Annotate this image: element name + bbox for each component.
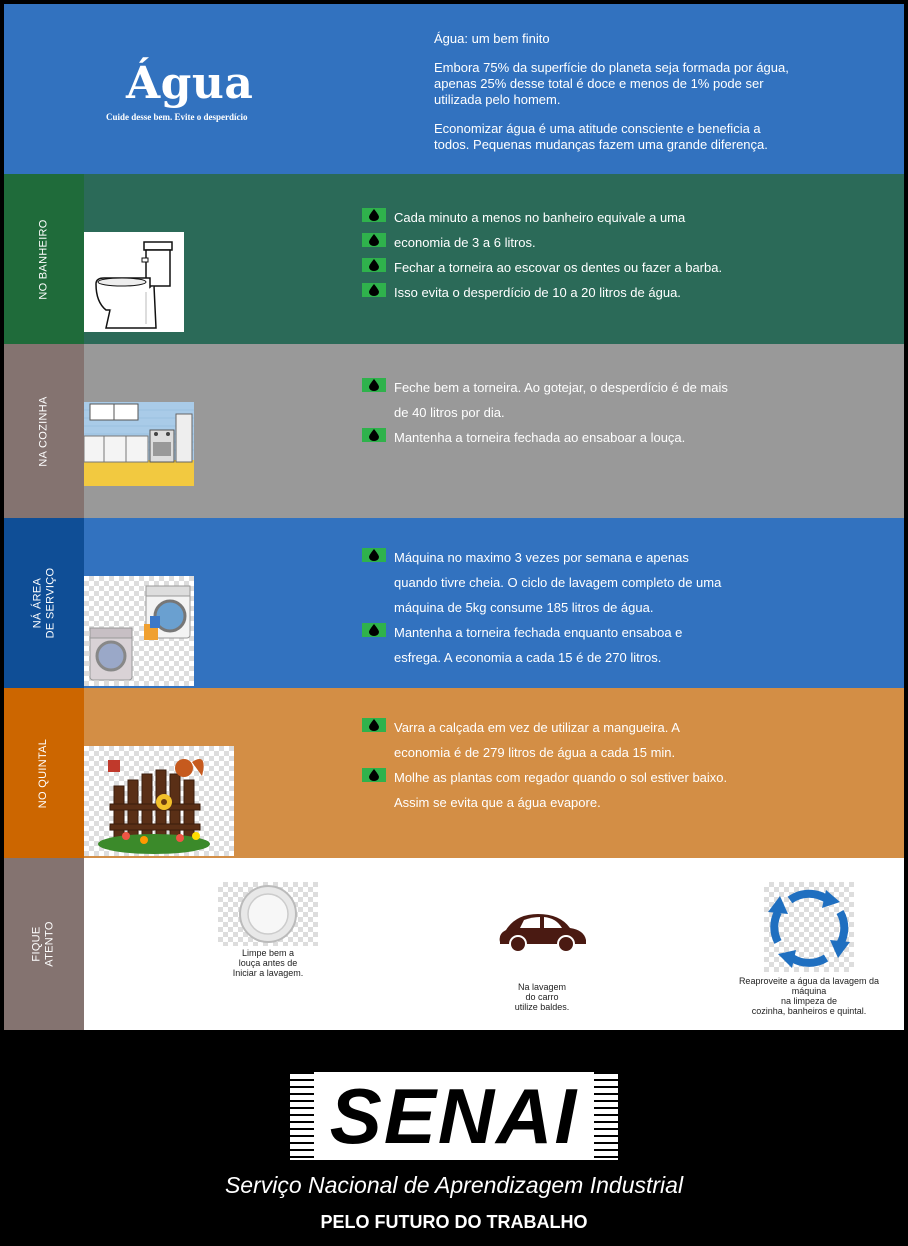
footer-motto: PELO FUTURO DO TRABALHO <box>320 1212 588 1232</box>
section-label: NA COZINHA <box>37 395 50 467</box>
water-drop-icon <box>362 548 386 562</box>
car-icon <box>494 910 590 954</box>
intro-paragraph-2: Economizar água é uma atitude consciente… <box>434 121 768 152</box>
section-side-atento: FIQUE ATENTO <box>4 858 84 1030</box>
toilet-icon <box>84 232 184 332</box>
section-label: FIQUE ATENTO <box>31 921 56 967</box>
atento-item-louca: Limpe bem a louça antes de Iniciar a lav… <box>208 882 328 978</box>
washing-machine-icon <box>84 576 194 686</box>
section-side-banheiro: NO BANHEIRO <box>4 174 84 344</box>
section-fique-atento: FIQUE ATENTO Limpe bem a louça antes de … <box>4 858 904 1030</box>
infographic: Água Cuide desse bem. Evite o desperdíci… <box>4 4 904 1242</box>
tip-item: Feche bem a torneira. Ao gotejar, o desp… <box>362 375 732 425</box>
page-subtitle: Cuide desse bem. Evite o desperdício <box>106 112 248 122</box>
water-drop-icon <box>362 623 386 637</box>
garden-fence-icon <box>84 746 234 856</box>
water-drop-icon <box>362 428 386 442</box>
water-drop-icon <box>362 718 386 732</box>
tip-item: Isso evita o desperdício de 10 a 20 litr… <box>362 280 732 305</box>
kitchen-icon <box>83 402 194 486</box>
section-side-cozinha: NA COZINHA <box>4 344 84 518</box>
tip-item: Mantenha a torneira fechada ao ensaboar … <box>362 425 732 450</box>
tip-item: economia de 3 a 6 litros. <box>362 230 732 255</box>
section-content <box>84 688 904 858</box>
recycle-arrows-icon <box>764 882 854 972</box>
intro-heading: Água: um bem finito <box>434 31 550 46</box>
intro-paragraph-1: Embora 75% da superfície do planeta seja… <box>434 60 789 107</box>
tips-list: Máquina no maximo 3 vezes por semana e a… <box>362 545 732 670</box>
atento-item-carro: Na lavagem do carro utilize baldes. <box>482 910 602 1012</box>
section-label: NÁ ÁREA DE SERVIÇO <box>31 567 56 639</box>
atento-text: Na lavagem do carro utilize baldes. <box>514 982 570 1012</box>
senai-logo-text: SENAI <box>329 1072 579 1160</box>
section-content <box>84 174 904 344</box>
tips-list: Cada minuto a menos no banheiro equivale… <box>362 205 732 305</box>
section-content <box>83 344 904 518</box>
tips-list: Feche bem a torneira. Ao gotejar, o desp… <box>362 375 732 450</box>
water-drop-icon <box>362 233 386 247</box>
tips-list: Varra a calçada em vez de utilizar a man… <box>362 715 732 815</box>
water-drop-icon <box>362 768 386 782</box>
water-drop-icon <box>362 283 386 297</box>
tip-item: Varra a calçada em vez de utilizar a man… <box>362 715 732 765</box>
section-content: Limpe bem a louça antes de Iniciar a lav… <box>84 858 904 1030</box>
tip-item: Mantenha a torneira fechada enquanto ens… <box>362 620 732 670</box>
section-cozinha: NA COZINHA <box>4 344 904 518</box>
water-drop-icon <box>362 258 386 272</box>
section-label: NO QUINTAL <box>37 738 50 808</box>
section-area-servico: NÁ ÁREA DE SERVIÇO Máquina no maximo 3 v… <box>4 518 904 688</box>
water-drop-icon <box>362 208 386 222</box>
footer-org-name: Serviço Nacional de Aprendizagem Industr… <box>224 1172 684 1198</box>
footer: SENAI Serviço Nacional de Aprendizagem I… <box>4 1030 904 1242</box>
atento-text: Limpe bem a louça antes de Iniciar a lav… <box>232 948 304 978</box>
senai-logo: SENAI <box>290 1072 618 1160</box>
tip-item: Fechar a torneira ao escovar os dentes o… <box>362 255 732 280</box>
section-side-quintal: NO QUINTAL <box>4 688 84 858</box>
page-title: Água <box>126 58 254 109</box>
header: Água Cuide desse bem. Evite o desperdíci… <box>4 4 904 174</box>
section-content <box>84 518 904 688</box>
section-banheiro: NO BANHEIRO Cada minuto a menos no banhe… <box>4 174 904 344</box>
intro-text: Água: um bem finito Embora 75% da superf… <box>434 31 794 166</box>
tip-item: Máquina no maximo 3 vezes por semana e a… <box>362 545 732 620</box>
atento-item-reaproveite: Reaproveite a água da lavagem da máquina… <box>724 882 894 1016</box>
tip-item: Molhe as plantas com regador quando o so… <box>362 765 732 815</box>
tip-item: Cada minuto a menos no banheiro equivale… <box>362 205 732 230</box>
section-quintal: NO QUINTAL <box>4 688 904 858</box>
plate-icon <box>218 882 318 946</box>
section-label: NO BANHEIRO <box>37 218 50 300</box>
section-side-area-servico: NÁ ÁREA DE SERVIÇO <box>4 518 84 688</box>
atento-text: Reaproveite a água da lavagem da máquina… <box>738 976 880 1016</box>
water-drop-icon <box>362 378 386 392</box>
